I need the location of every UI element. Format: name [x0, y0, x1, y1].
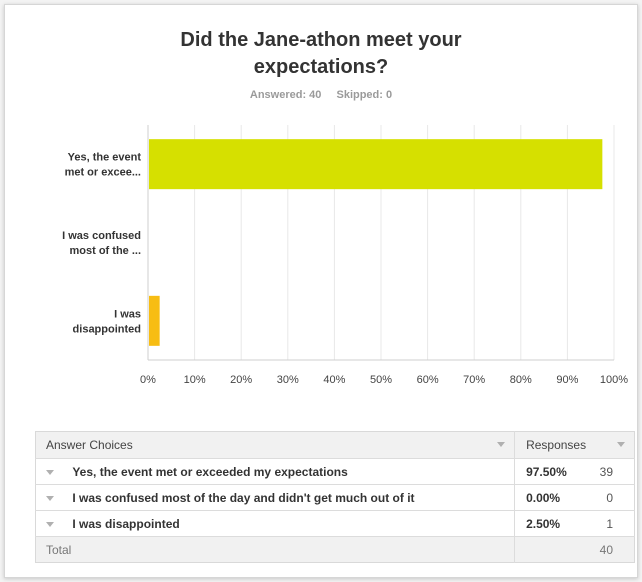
category-label: most of the ...	[70, 245, 142, 257]
x-tick-label: 90%	[556, 374, 578, 386]
sort-caret-icon[interactable]	[617, 442, 625, 447]
x-tick-label: 50%	[370, 374, 392, 386]
x-tick-label: 20%	[230, 374, 252, 386]
x-tick-label: 10%	[184, 374, 206, 386]
response-percent: 0.00%	[514, 484, 575, 511]
bar-chart: 0% 10% 20% 30% 40% 50% 60% 70% 80% 90% 100% Yes, th…	[62, 125, 628, 386]
category-label: I was confused	[62, 230, 141, 242]
responses-table: Answer Choices Responses Yes, the event …	[35, 431, 635, 563]
responses-header[interactable]: Responses	[514, 431, 635, 459]
expand-caret-icon[interactable]	[46, 495, 54, 501]
table-total-row: Total 40	[35, 536, 635, 563]
response-stats: Answered: 40 Skipped: 0	[5, 89, 637, 101]
answered-count: Answered: 40	[249, 89, 322, 101]
question-title-line-1: Did the Jane-athon meet your	[180, 29, 462, 51]
x-tick-label: 80%	[510, 374, 532, 386]
bar	[149, 139, 603, 190]
table-row: Yes, the event met or exceeded my expect…	[35, 458, 635, 485]
bar	[149, 295, 160, 346]
table-header-row: Answer Choices Responses	[35, 431, 635, 459]
sort-caret-icon[interactable]	[497, 442, 506, 447]
total-count: 40	[574, 536, 635, 563]
response-count: 39	[574, 458, 635, 485]
answer-choice-text: I was disappointed	[72, 516, 180, 531]
skipped-count: Skipped: 0	[336, 89, 393, 101]
answer-choices-header[interactable]: Answer Choices	[35, 431, 516, 459]
x-tick-label: 100%	[600, 374, 628, 386]
category-label: Yes, the event	[68, 152, 142, 164]
answer-choice-text: I was confused most of the day and didn'…	[72, 490, 415, 505]
category-label: disappointed	[73, 323, 141, 335]
x-tick-label: 70%	[463, 374, 485, 386]
response-count: 1	[574, 510, 635, 537]
category-label: I was	[114, 308, 141, 320]
answer-choice-text: Yes, the event met or exceeded my expect…	[72, 464, 348, 479]
question-title: Did the Jane-athon meet your expectation…	[5, 27, 637, 81]
x-tick-label: 60%	[417, 374, 439, 386]
response-count: 0	[574, 484, 635, 511]
x-tick-label: 0%	[140, 374, 156, 386]
table-row: I was disappointed 2.50% 1	[35, 510, 635, 537]
category-label: met or excee...	[65, 167, 141, 179]
expand-caret-icon[interactable]	[46, 469, 54, 475]
question-title-line-2: expectations?	[253, 56, 389, 78]
x-tick-label: 40%	[323, 374, 345, 386]
table-row: I was confused most of the day and didn'…	[35, 484, 635, 511]
x-tick-label: 30%	[277, 374, 299, 386]
response-percent: 2.50%	[514, 510, 575, 537]
expand-caret-icon[interactable]	[46, 521, 54, 527]
survey-question-card: Did the Jane-athon meet your expectation…	[4, 4, 638, 578]
total-label: Total	[35, 536, 516, 563]
response-percent: 97.50%	[514, 458, 575, 485]
